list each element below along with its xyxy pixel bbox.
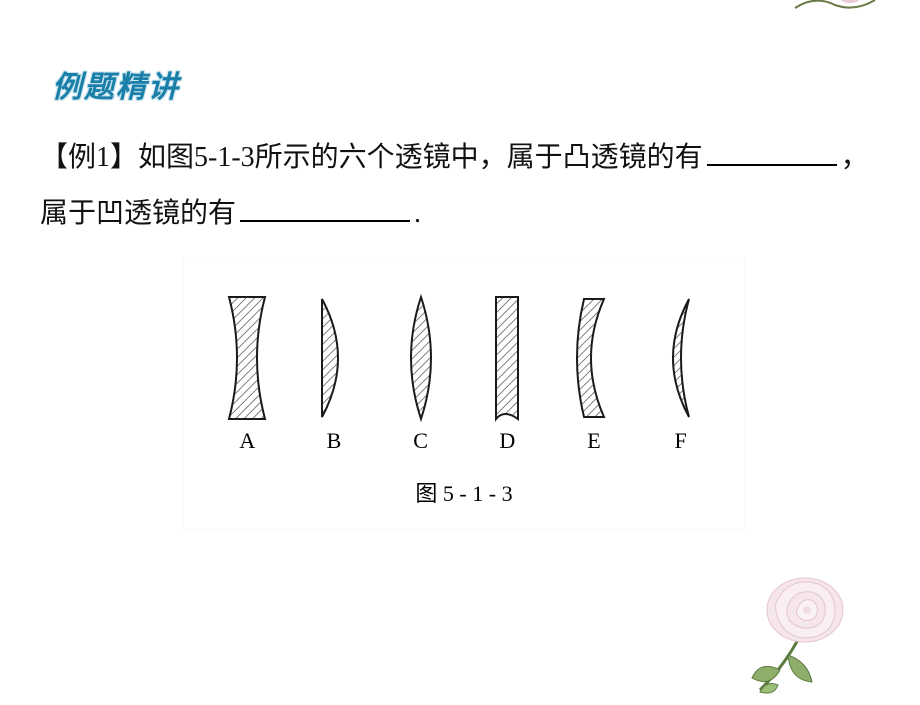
lens-B [304, 293, 364, 423]
corner-decoration [790, 0, 890, 10]
lens-E [564, 293, 624, 423]
section-title: 例题精讲 [52, 62, 180, 106]
question-suffix: . [414, 198, 421, 229]
lens-D [477, 293, 537, 423]
lens-C [391, 293, 451, 423]
question-prefix: 【例1】如图5-1-3所示的六个透镜中，属于凸透镜的有 [40, 142, 703, 173]
figure-caption: 图 5 - 1 - 3 [184, 476, 744, 508]
label-E: E [564, 428, 624, 454]
lens-A [217, 293, 277, 423]
label-F: F [651, 428, 711, 454]
blank-convex [707, 135, 837, 166]
lens-row [184, 278, 744, 438]
rose-decoration [730, 530, 900, 700]
label-D: D [477, 428, 537, 454]
blank-concave [240, 191, 410, 222]
figure-5-1-3: A B C D E F 图 5 - 1 - 3 [184, 258, 744, 528]
lens-F [651, 293, 711, 423]
label-A: A [217, 428, 277, 454]
label-C: C [391, 428, 451, 454]
label-B: B [304, 428, 364, 454]
lens-labels: A B C D E F [184, 428, 744, 454]
question-text: 【例1】如图5-1-3所示的六个透镜中，属于凸透镜的有，属于凹透镜的有. [40, 130, 880, 242]
